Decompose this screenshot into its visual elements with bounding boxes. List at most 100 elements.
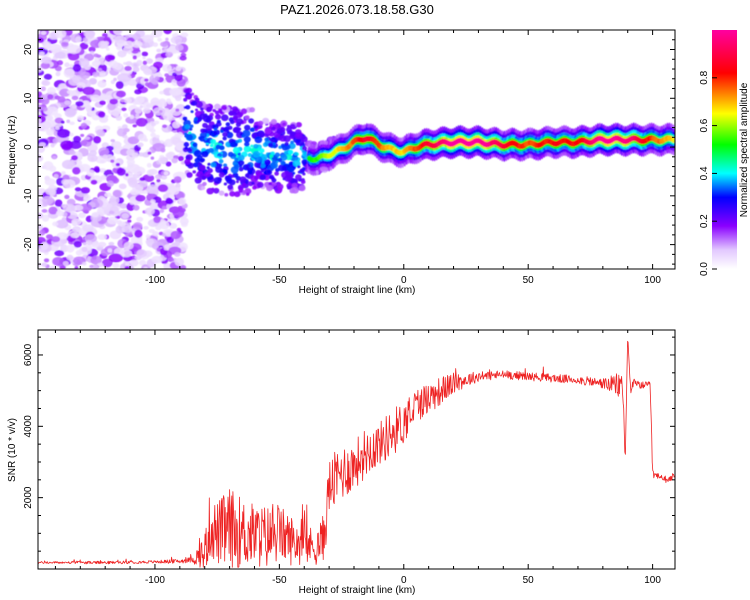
spectrogram-cell [116,45,123,51]
spectrogram-cell [53,112,62,119]
snr-y-axis-label: SNR (10 * v/v) [7,418,18,482]
spectrogram-cell [215,166,223,173]
spectrogram-cell [270,151,275,156]
spectrogram-cell [218,190,225,196]
spectrogram-cell [183,132,188,136]
spectrogram-cell [71,155,78,161]
spectrogram-cell [150,156,155,160]
spectrogram-cell [234,157,239,162]
spectrogram-cell [98,147,110,157]
spectrogram-cell [159,90,165,95]
spectrogram-cell [163,246,170,251]
spectrogram-cell [101,258,113,268]
spectrogram-cell [280,160,286,166]
spectrogram-cell [146,162,152,168]
spectrogram-cell [142,56,146,60]
spectrogram-cell [184,124,191,130]
colorbar-tick-label: 0.2 [699,214,710,228]
spectrogram-cell [267,142,274,148]
spectrogram-cell [249,128,254,132]
spectrogram-cell [126,159,136,165]
spectrogram-cell [81,100,91,107]
spectrogram-cell [90,198,104,208]
spectrogram-cell [300,179,306,185]
spectrogram-cell [40,241,49,251]
spectrogram-cell [38,117,42,124]
spectrogram-cell [56,210,65,217]
spectrogram-cell [296,133,300,137]
spectrogram-cell [122,46,134,53]
spectrogram-cell [200,107,204,111]
spectrogram-cell [195,100,204,108]
spectrogram-cell [257,120,264,126]
spectrogram-cell [174,252,181,257]
spectrogram-cell [91,242,100,249]
spectrogram-cell [104,54,115,63]
spectrogram-cell [116,219,123,225]
spectrogram-cell [106,47,110,51]
spectrogram-cell [113,141,122,148]
spectrogram-cell [129,189,140,196]
spectrogram-cell [110,159,115,163]
snr-x-tick-label: 100 [644,575,661,586]
spectrogram-cell [45,188,57,196]
spectrogram-cell [85,104,93,112]
spectrogram-cell [189,124,194,128]
spectrogram-cell [59,265,66,269]
spectrogram-cell [80,122,88,129]
spectrogram-cell [126,148,135,156]
spectrogram-cell [151,122,157,127]
spectrogram-cell [195,108,199,112]
spectrogram-cell [271,126,276,131]
spectrogram-cell [73,240,82,248]
spectrogram-cell [119,98,125,103]
spectrogram-cell [219,145,225,151]
spectrogram-cell [142,101,152,110]
spectrogram-cell [54,250,65,257]
spectrogram-cell [112,190,122,198]
spectrogram-cell [41,262,48,267]
spectrogram-cell [226,131,234,139]
spectrogram-cell [90,179,98,185]
spectrogram-cell [72,167,81,175]
spectrogram-cell [67,52,80,61]
spectrogram-cell [164,138,174,148]
spectrogram-cell [277,157,283,163]
spectrogram-cell [128,178,138,188]
spectrogram-cell [104,95,110,101]
spectrogram-cell [75,36,82,43]
spectrogram-cell [142,108,151,114]
spectrogram-cell [46,128,54,136]
spectrogram-cell [127,78,138,86]
spectrogram-cell [213,176,222,185]
spectrogram-cell [160,41,168,47]
spectrogram-cell [66,119,71,124]
spectrogram-cell [298,185,306,192]
spectrogram-cell [108,253,124,263]
spectrogram-cell [79,163,91,172]
spectrogram-cell [238,167,244,172]
spectrogram-cell [174,94,182,102]
spectrogram-cell [166,98,172,103]
spectrogram-cell [47,94,54,100]
spectrogram-cell [222,132,228,137]
spectrogram-cell [82,37,88,43]
spectrogram-cell [201,150,209,158]
spectrogram-cell [55,219,69,229]
spectrogram-y-tick-label: -10 [23,188,34,203]
spectrogram-cell [158,219,167,227]
spectrogram-cell [225,122,231,127]
spectrogram-cell [118,183,127,190]
spectrogram-cell [292,171,296,175]
spectrogram-cell [268,182,273,186]
spectrogram-cell [40,30,47,35]
snr-x-tick-label: -100 [145,575,165,586]
spectrogram-cell [75,101,84,107]
spectrogram-cell [64,62,70,68]
spectrogram-cell [142,34,154,43]
spectrogram-cell [80,140,88,146]
spectrogram-cell [115,90,126,98]
spectrogram-cell [175,142,185,151]
spectrogram-cell [145,238,155,246]
